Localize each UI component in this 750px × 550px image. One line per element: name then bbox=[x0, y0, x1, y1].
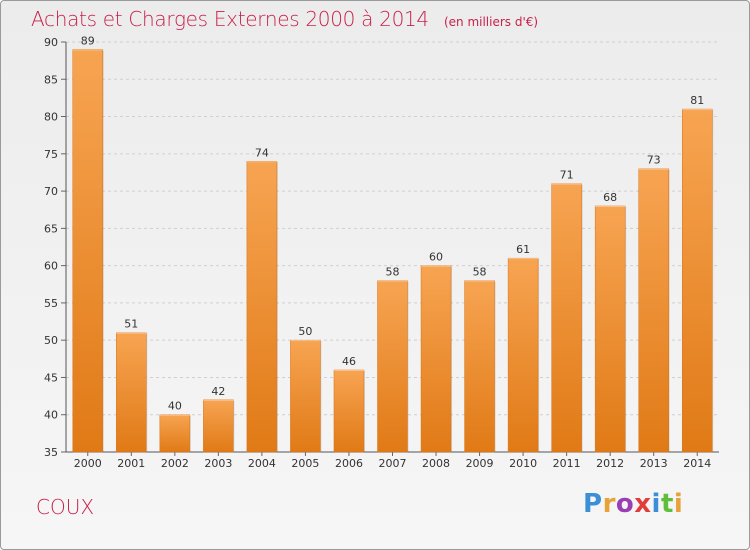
bar bbox=[246, 161, 278, 453]
data-label: 50 bbox=[298, 325, 312, 338]
y-tick-label: 80 bbox=[44, 111, 58, 124]
x-tick-label: 2002 bbox=[161, 457, 189, 470]
bars: 89 51 40 42 74 50 46 58 60 58 61 71 68 73 81 bbox=[72, 34, 714, 453]
bar bbox=[116, 332, 147, 453]
logo-letter: i bbox=[651, 489, 661, 519]
data-label: 73 bbox=[647, 154, 661, 167]
y-tick-label: 35 bbox=[44, 446, 58, 459]
y-tick-label: 60 bbox=[44, 260, 58, 273]
data-label: 58 bbox=[386, 266, 400, 279]
logo-letter: i bbox=[673, 489, 684, 519]
data-label: 58 bbox=[473, 266, 487, 279]
bar bbox=[333, 369, 365, 453]
bar bbox=[638, 168, 669, 453]
y-tick-label: 70 bbox=[44, 185, 58, 198]
y-tick-label: 85 bbox=[44, 73, 58, 86]
data-label: 40 bbox=[168, 400, 182, 413]
x-tick-label: 2007 bbox=[379, 457, 407, 470]
data-label: 81 bbox=[690, 94, 704, 107]
bar bbox=[464, 280, 495, 453]
logo-letter: r bbox=[602, 489, 616, 519]
x-tick-label: 2013 bbox=[640, 457, 668, 470]
x-tick-label: 2009 bbox=[466, 457, 494, 470]
x-tick-label: 2010 bbox=[509, 457, 537, 470]
bar bbox=[681, 108, 713, 453]
data-label: 46 bbox=[342, 355, 356, 368]
commune-name: COUX bbox=[36, 495, 95, 519]
y-tick-label: 50 bbox=[44, 334, 58, 347]
x-tick-label: 2001 bbox=[117, 457, 145, 470]
x-tick-label: 2014 bbox=[683, 457, 711, 470]
x-tick-label: 2005 bbox=[291, 457, 319, 470]
logo-letter: x bbox=[634, 489, 652, 519]
x-tick-label: 2006 bbox=[335, 457, 363, 470]
data-label: 42 bbox=[211, 385, 225, 398]
x-tick-label: 2003 bbox=[204, 457, 232, 470]
bar bbox=[594, 205, 626, 453]
bar bbox=[290, 339, 321, 453]
logo-letter: t bbox=[660, 489, 674, 519]
chart-title: Achats et Charges Externes 2000 à 2014 bbox=[31, 7, 429, 31]
data-label: 60 bbox=[429, 251, 443, 264]
y-tick-label: 90 bbox=[44, 36, 58, 49]
data-label: 89 bbox=[81, 34, 95, 47]
bar bbox=[159, 414, 191, 453]
bar bbox=[72, 49, 104, 453]
data-label: 68 bbox=[603, 191, 617, 204]
data-label: 51 bbox=[124, 318, 138, 331]
data-label: 71 bbox=[560, 169, 574, 182]
logo-letter: o bbox=[615, 489, 635, 519]
bar bbox=[420, 265, 452, 453]
x-tick-label: 2004 bbox=[248, 457, 276, 470]
bar bbox=[507, 257, 539, 453]
y-tick-label: 75 bbox=[44, 148, 58, 161]
y-tick-label: 45 bbox=[44, 371, 58, 384]
x-tick-label: 2012 bbox=[596, 457, 624, 470]
logo-letter: P bbox=[583, 489, 603, 519]
axes: 35 40 45 50 55 60 65 70 75 80 85 90 2000 2001 2002 2003… bbox=[44, 36, 719, 470]
data-label: 74 bbox=[255, 146, 269, 159]
chart-subtitle: (en milliers d'€) bbox=[443, 15, 539, 29]
bar bbox=[377, 280, 408, 453]
x-tick-label: 2008 bbox=[422, 457, 450, 470]
y-tick-label: 40 bbox=[44, 409, 58, 422]
proxiti-logo: Proxiti bbox=[583, 489, 683, 519]
bar bbox=[203, 399, 234, 453]
chart-title-block: Achats et Charges Externes 2000 à 2014 (… bbox=[31, 7, 538, 31]
y-tick-label: 55 bbox=[44, 297, 58, 310]
bar bbox=[551, 183, 582, 453]
x-tick-label: 2000 bbox=[74, 457, 102, 470]
x-tick-label: 2011 bbox=[553, 457, 581, 470]
data-label: 61 bbox=[516, 243, 530, 256]
y-tick-label: 65 bbox=[44, 222, 58, 235]
